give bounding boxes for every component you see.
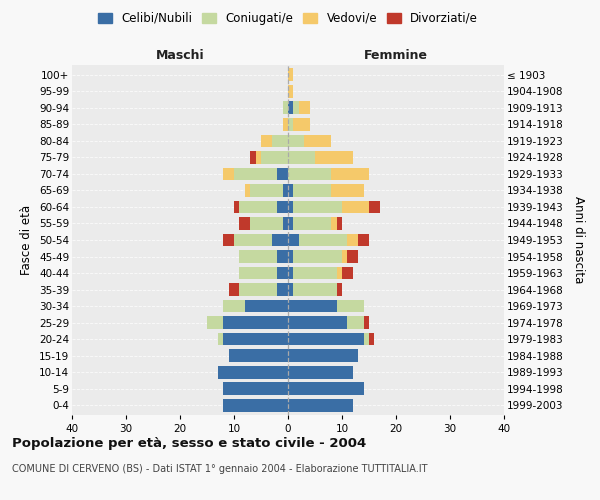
- Bar: [229, 349, 288, 362]
- Bar: [277, 283, 288, 296]
- Bar: [283, 102, 288, 114]
- Bar: [331, 217, 337, 230]
- Bar: [342, 200, 369, 213]
- Bar: [369, 332, 374, 345]
- Bar: [223, 234, 234, 246]
- Bar: [369, 200, 380, 213]
- Bar: [283, 118, 288, 131]
- Bar: [358, 234, 369, 246]
- Bar: [288, 68, 293, 82]
- Bar: [331, 168, 369, 180]
- Bar: [299, 234, 347, 246]
- Bar: [347, 234, 358, 246]
- Bar: [288, 134, 304, 147]
- Bar: [288, 184, 293, 197]
- Bar: [337, 217, 342, 230]
- Bar: [239, 250, 277, 263]
- Bar: [272, 234, 288, 246]
- Bar: [223, 382, 288, 395]
- Bar: [337, 300, 364, 312]
- Bar: [288, 316, 347, 329]
- Bar: [245, 300, 288, 312]
- Bar: [288, 366, 353, 378]
- Bar: [277, 168, 288, 180]
- Bar: [293, 217, 331, 230]
- Bar: [288, 349, 358, 362]
- Text: Popolazione per età, sesso e stato civile - 2004: Popolazione per età, sesso e stato civil…: [12, 438, 366, 450]
- Legend: Celibi/Nubili, Coniugati/e, Vedovi/e, Divorziati/e: Celibi/Nubili, Coniugati/e, Vedovi/e, Di…: [94, 8, 482, 28]
- Bar: [288, 200, 293, 213]
- Bar: [288, 102, 293, 114]
- Bar: [293, 118, 310, 131]
- Y-axis label: Fasce di età: Fasce di età: [20, 205, 34, 275]
- Bar: [239, 200, 277, 213]
- Bar: [239, 217, 250, 230]
- Bar: [293, 200, 342, 213]
- Bar: [223, 316, 288, 329]
- Bar: [256, 151, 261, 164]
- Bar: [288, 398, 353, 411]
- Bar: [277, 266, 288, 280]
- Bar: [245, 184, 250, 197]
- Bar: [288, 118, 293, 131]
- Bar: [223, 398, 288, 411]
- Bar: [337, 266, 342, 280]
- Bar: [288, 234, 299, 246]
- Bar: [277, 200, 288, 213]
- Bar: [261, 151, 288, 164]
- Bar: [315, 151, 353, 164]
- Bar: [288, 250, 293, 263]
- Bar: [223, 168, 234, 180]
- Bar: [342, 250, 347, 263]
- Bar: [277, 250, 288, 263]
- Text: Femmine: Femmine: [364, 48, 428, 62]
- Bar: [229, 283, 239, 296]
- Text: Maschi: Maschi: [155, 48, 205, 62]
- Bar: [331, 184, 364, 197]
- Bar: [250, 151, 256, 164]
- Bar: [207, 316, 223, 329]
- Bar: [239, 266, 277, 280]
- Bar: [299, 102, 310, 114]
- Bar: [272, 134, 288, 147]
- Bar: [283, 184, 288, 197]
- Bar: [288, 382, 364, 395]
- Bar: [342, 266, 353, 280]
- Bar: [218, 332, 223, 345]
- Bar: [250, 184, 283, 197]
- Bar: [223, 300, 245, 312]
- Bar: [293, 102, 299, 114]
- Bar: [288, 151, 315, 164]
- Bar: [293, 283, 337, 296]
- Bar: [288, 217, 293, 230]
- Bar: [304, 134, 331, 147]
- Bar: [261, 134, 272, 147]
- Bar: [347, 316, 364, 329]
- Bar: [234, 234, 272, 246]
- Bar: [218, 366, 288, 378]
- Bar: [223, 332, 288, 345]
- Bar: [288, 168, 331, 180]
- Bar: [239, 283, 277, 296]
- Bar: [364, 332, 369, 345]
- Bar: [288, 283, 293, 296]
- Bar: [288, 266, 293, 280]
- Bar: [283, 217, 288, 230]
- Bar: [347, 250, 358, 263]
- Text: COMUNE DI CERVENO (BS) - Dati ISTAT 1° gennaio 2004 - Elaborazione TUTTITALIA.IT: COMUNE DI CERVENO (BS) - Dati ISTAT 1° g…: [12, 464, 427, 474]
- Bar: [234, 200, 239, 213]
- Bar: [288, 85, 293, 98]
- Bar: [293, 184, 331, 197]
- Bar: [288, 332, 364, 345]
- Bar: [364, 316, 369, 329]
- Y-axis label: Anni di nascita: Anni di nascita: [572, 196, 585, 284]
- Bar: [293, 266, 337, 280]
- Bar: [250, 217, 283, 230]
- Bar: [234, 168, 277, 180]
- Bar: [337, 283, 342, 296]
- Bar: [293, 250, 342, 263]
- Bar: [288, 300, 337, 312]
